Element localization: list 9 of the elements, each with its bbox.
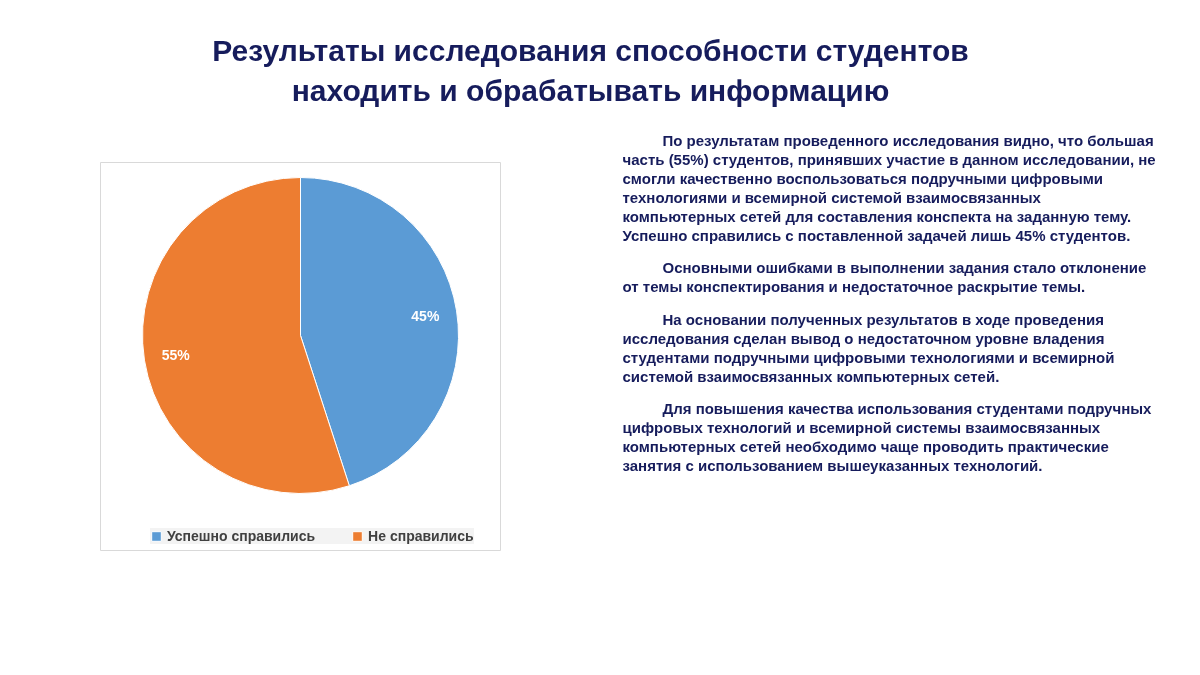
- data-label: 55%: [161, 347, 191, 364]
- text: Основными ошибками в выполнении задания стало отклонение от темы конспектирования и недостаточное раскрытие темы.: [622, 259, 1147, 296]
- text: По результатам проведенного исследования видно, что большая часть (55%) студентов, принявших участие в данном исследовании, не смогли качественно воспользоваться подручными цифровыми технологиями и всемирной системой взаимосвязанных компьютерных сетей для составления конспекта на заданную тему. Успешно справились с поставленной задачей лишь 45% студентов.: [622, 132, 1156, 244]
- legend-label: Не справились: [368, 528, 474, 544]
- data-label: 45%: [411, 307, 440, 324]
- legend-label: Успешно справились: [167, 528, 316, 544]
- text: Для повышения качества использования студентами подручных цифровых технологий и всемирной системы взаимосвязанных компьютерных сетей необходимо чаще проводить практические занятия с использованием вышеуказанных технологий.: [622, 399, 1153, 474]
- text: Результаты исследования способности студентов находить и обрабатывать информацию: [212, 34, 969, 107]
- text: На основании полученных результатов в ходе проведения исследования сделан вывод о недостаточном уровне владения студентами подручными цифровыми технологиями и всемирной системой взаимосвязанных компьютерных сетей.: [622, 310, 1115, 385]
